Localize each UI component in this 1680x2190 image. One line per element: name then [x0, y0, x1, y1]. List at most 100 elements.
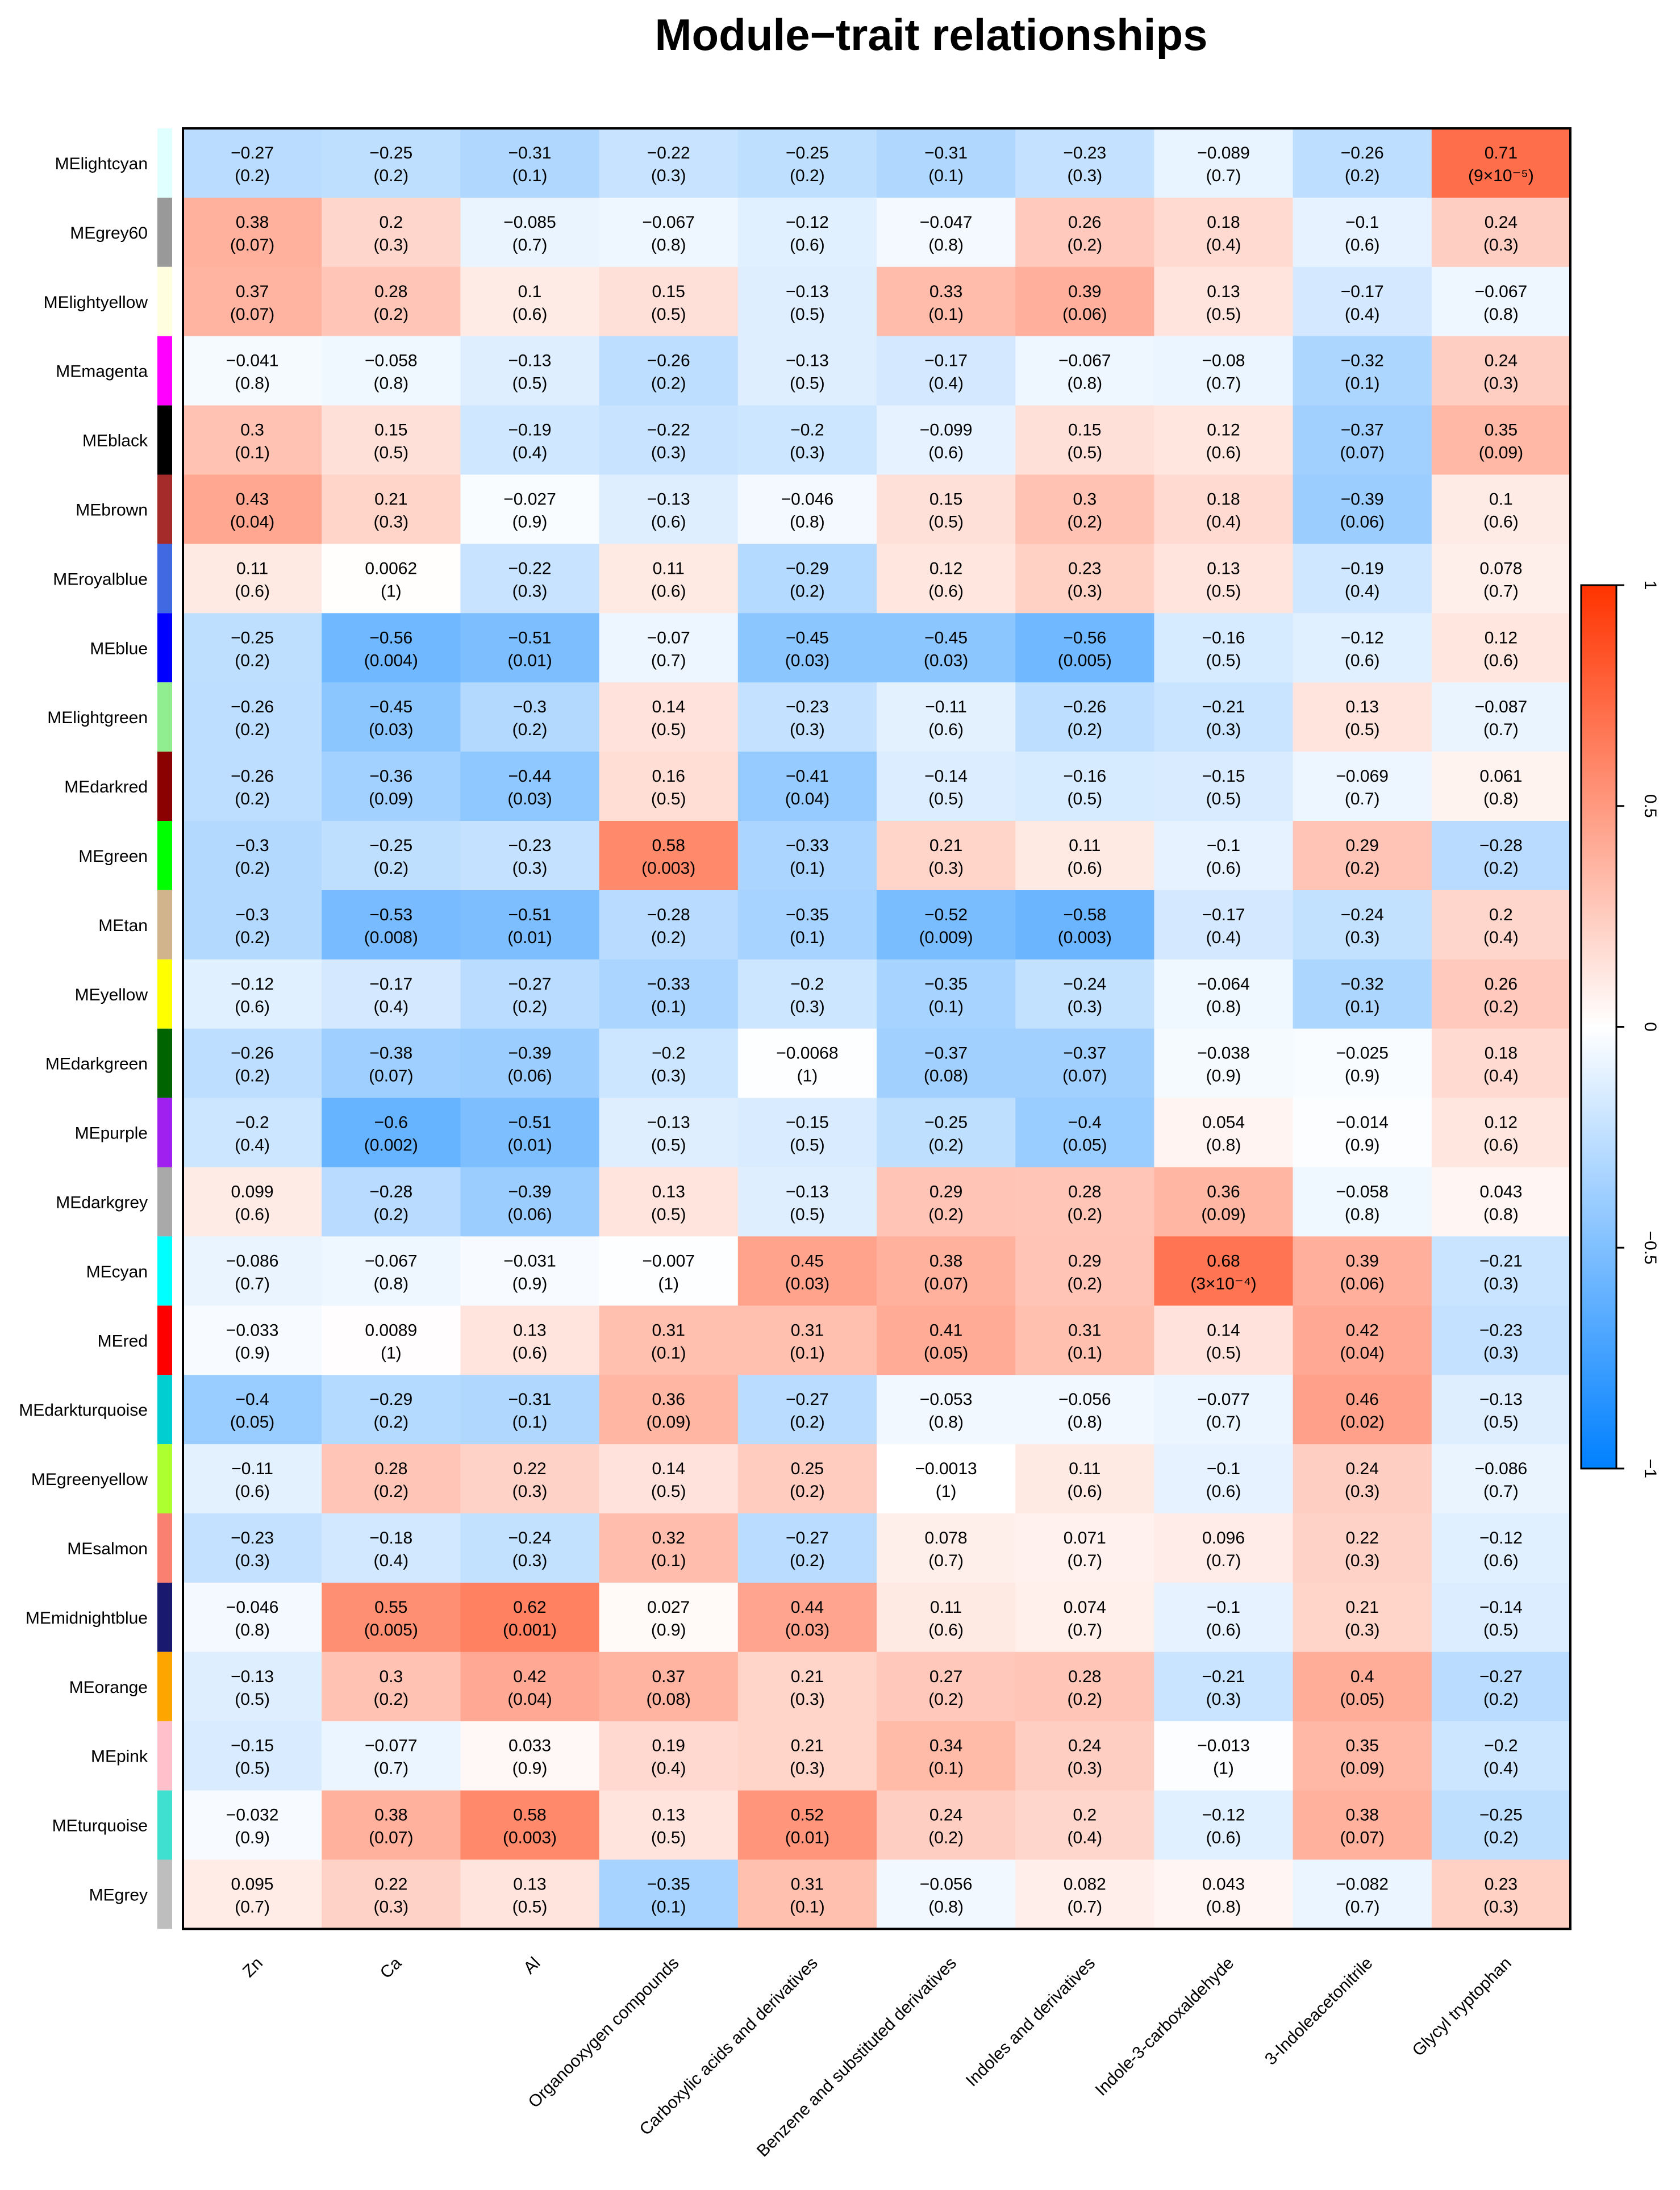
- cell-correlation: 0.071: [1064, 1529, 1106, 1547]
- cell-correlation: −0.12: [1202, 1806, 1245, 1825]
- cell-fill: [460, 613, 600, 683]
- cell-fill: [1015, 1721, 1154, 1791]
- cell-pvalue: (0.5): [1067, 790, 1102, 808]
- module-color-metan: [157, 890, 172, 960]
- cell-fill: [183, 1098, 322, 1168]
- heatmap-cell: 0.0089 (1): [322, 1305, 461, 1375]
- cell-fill: [737, 1513, 877, 1583]
- cell-fill: [183, 959, 322, 1029]
- cell-pvalue: (0.5): [1206, 1344, 1241, 1362]
- cell-pvalue: (0.01): [785, 1829, 829, 1847]
- cell-pvalue: (0.07): [1340, 1829, 1385, 1847]
- cell-correlation: 0.28: [374, 1459, 407, 1478]
- cell-correlation: −0.038: [1197, 1044, 1250, 1063]
- cell-correlation: 0.12: [1207, 421, 1240, 440]
- heatmap-cell: −0.52 (0.009): [877, 890, 1016, 960]
- cell-correlation: 0.29: [1346, 836, 1379, 855]
- cell-fill: [737, 128, 877, 198]
- module-color-melightcyan: [157, 128, 172, 198]
- column-label: Indole-3-carboxaldehyde: [1092, 1954, 1238, 2100]
- row-label: MElightyellow: [44, 293, 148, 312]
- heatmap-cell: 0.14 (0.5): [1154, 1305, 1294, 1375]
- cell-fill: [877, 1305, 1016, 1375]
- cell-correlation: 0.15: [1068, 421, 1101, 440]
- cell-fill: [322, 1098, 461, 1168]
- cell-fill: [183, 1236, 322, 1306]
- cell-correlation: −0.22: [508, 559, 552, 578]
- heatmap-cell: 0.3 (0.2): [322, 1651, 461, 1722]
- cell-fill: [737, 1028, 877, 1099]
- cell-pvalue: (0.3): [928, 859, 964, 878]
- cell-pvalue: (0.3): [1483, 1344, 1519, 1362]
- cell-pvalue: (0.2): [235, 1067, 270, 1086]
- cell-correlation: −0.35: [786, 906, 829, 924]
- cell-correlation: −0.08: [1202, 352, 1245, 370]
- heatmap-cell: −0.36 (0.09): [322, 752, 461, 821]
- cell-fill: [322, 266, 461, 337]
- heatmap-border: [182, 127, 1571, 1930]
- cell-fill: [322, 1167, 461, 1237]
- cell-pvalue: (0.8): [1483, 1205, 1519, 1224]
- cell-pvalue: (0.4): [512, 444, 548, 462]
- cell-pvalue: (0.3): [1067, 582, 1102, 600]
- cell-fill: [1431, 1167, 1571, 1237]
- cell-pvalue: (0.2): [235, 720, 270, 739]
- cell-pvalue: (0.07): [369, 1067, 413, 1086]
- cell-pvalue: (0.1): [512, 166, 548, 185]
- cell-pvalue: (0.04): [1340, 1344, 1385, 1362]
- heatmap-cell: −0.58 (0.003): [1015, 890, 1154, 960]
- cell-fill: [737, 544, 877, 614]
- cell-fill: [877, 752, 1016, 821]
- cell-pvalue: (0.2): [373, 1482, 408, 1501]
- cell-fill: [460, 1651, 600, 1722]
- heatmap-cell: 0.21 (0.3): [877, 821, 1016, 891]
- cell-pvalue: (1): [658, 1274, 679, 1293]
- heatmap-cell: −0.13 (0.5): [460, 336, 600, 406]
- cell-fill: [599, 405, 739, 475]
- cell-pvalue: (0.8): [1206, 1897, 1241, 1916]
- cell-fill: [1015, 544, 1154, 614]
- module-color-medarkred: [157, 752, 172, 821]
- cell-pvalue: (0.9): [235, 1344, 270, 1362]
- cell-pvalue: (0.5): [651, 1205, 686, 1224]
- cell-fill: [1154, 1028, 1294, 1099]
- heatmap-cell: −0.37 (0.07): [1293, 405, 1432, 475]
- cell-correlation: 0.36: [652, 1390, 685, 1409]
- cell-pvalue: (0.002): [364, 1136, 418, 1155]
- cell-correlation: 0.043: [1202, 1875, 1245, 1893]
- cell-fill: [322, 128, 461, 198]
- cell-correlation: −0.26: [231, 1044, 274, 1063]
- cell-correlation: 0.62: [513, 1598, 546, 1617]
- cell-pvalue: (0.8): [373, 374, 408, 393]
- cell-fill: [1154, 1582, 1294, 1653]
- module-color-mebrown: [157, 474, 172, 544]
- cell-fill: [1015, 1098, 1154, 1168]
- cell-correlation: −0.44: [508, 767, 552, 786]
- heatmap-cell: −0.087 (0.7): [1431, 682, 1571, 752]
- cell-fill: [1293, 1028, 1432, 1099]
- cell-fill: [460, 1167, 600, 1237]
- cell-pvalue: (0.3): [1067, 998, 1102, 1016]
- heatmap-cell: −0.15 (0.5): [737, 1098, 877, 1168]
- cell-fill: [1015, 336, 1154, 406]
- colorbar-gradient: [1580, 584, 1618, 1470]
- cell-correlation: −0.1: [1207, 1598, 1240, 1617]
- cell-correlation: 0.19: [652, 1737, 685, 1755]
- cell-pvalue: (0.008): [364, 928, 418, 947]
- cell-pvalue: (0.8): [928, 1897, 964, 1916]
- cell-correlation: −0.013: [1197, 1737, 1250, 1755]
- cell-correlation: −0.31: [924, 144, 968, 162]
- cell-fill: [183, 821, 322, 891]
- heatmap-cell: −0.21 (0.3): [1154, 682, 1294, 752]
- cell-fill: [1293, 1167, 1432, 1237]
- cell-fill: [460, 890, 600, 960]
- heatmap-cell: −0.2 (0.4): [1431, 1721, 1571, 1791]
- cell-fill: [183, 752, 322, 821]
- cell-fill: [1154, 1651, 1294, 1722]
- cell-pvalue: (0.8): [1345, 1205, 1380, 1224]
- heatmap-cell: −0.23 (0.3): [1431, 1305, 1571, 1375]
- cell-pvalue: (0.5): [373, 444, 408, 462]
- cell-correlation: −0.4: [235, 1390, 269, 1409]
- cell-fill: [460, 1444, 600, 1514]
- cell-pvalue: (0.02): [1340, 1413, 1385, 1432]
